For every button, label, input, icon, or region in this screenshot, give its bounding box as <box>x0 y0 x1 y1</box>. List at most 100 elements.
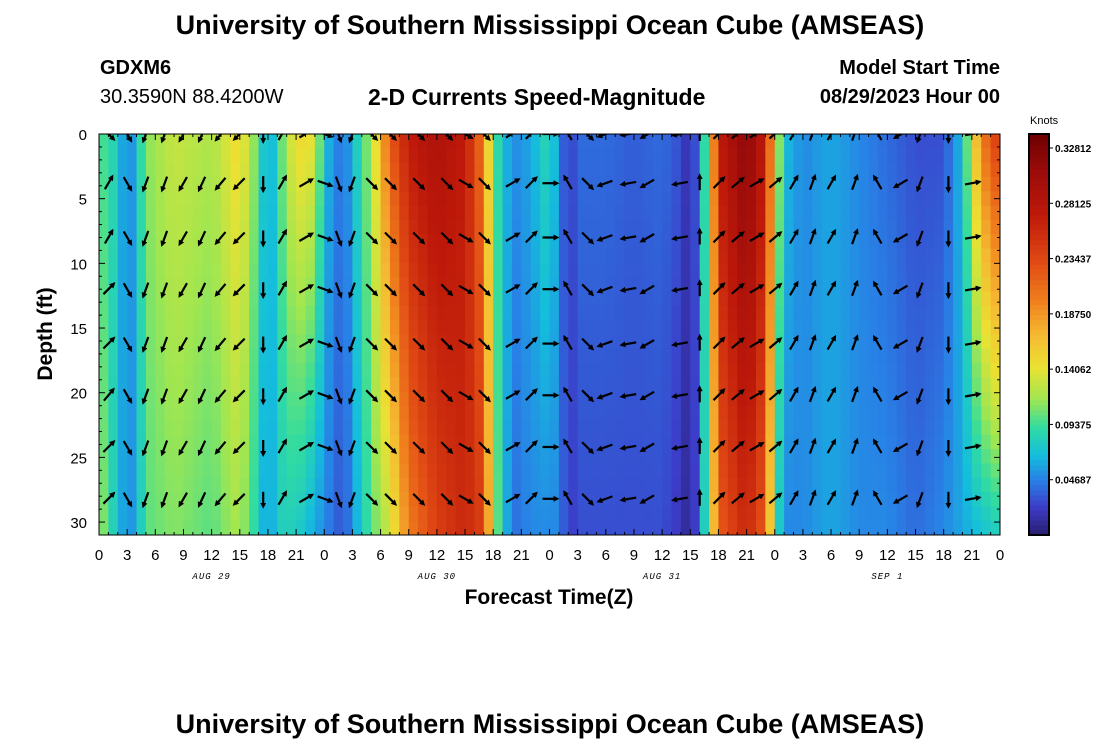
heatmap-cell <box>296 262 307 278</box>
current-arrow <box>964 285 982 292</box>
heatmap-cell <box>962 363 973 379</box>
heatmap-cell <box>906 291 917 307</box>
heatmap-cell <box>680 520 691 535</box>
heatmap-cell <box>755 176 766 192</box>
heatmap-cell <box>671 406 682 422</box>
heatmap-cell <box>127 434 138 450</box>
heatmap-cell <box>427 406 438 422</box>
heatmap-cell <box>483 277 494 293</box>
colorbar-swatch <box>1029 284 1049 290</box>
heatmap-cell <box>267 248 278 264</box>
heatmap-cell <box>333 320 344 336</box>
colorbar-swatch <box>1029 224 1049 230</box>
heatmap-cell <box>380 334 391 350</box>
heatmap-cell <box>192 434 203 450</box>
heatmap-cell <box>277 134 288 149</box>
heatmap-cell <box>418 262 429 278</box>
heatmap-cell <box>699 506 710 522</box>
heatmap-cell <box>474 363 485 379</box>
current-arrow <box>440 389 454 403</box>
heatmap-cell <box>624 463 635 479</box>
heatmap-cell <box>605 320 616 336</box>
heatmap-cell <box>493 162 504 178</box>
heatmap-cell <box>155 463 166 479</box>
heatmap-cell <box>314 363 325 379</box>
heatmap-cell <box>671 291 682 307</box>
current-arrow <box>482 134 491 142</box>
heatmap-cell <box>164 205 175 221</box>
heatmap-cell <box>99 363 109 379</box>
heatmap-cell <box>352 134 363 149</box>
heatmap-cell <box>117 248 128 264</box>
heatmap-cell <box>127 162 138 178</box>
heatmap-cell <box>380 477 391 493</box>
heatmap-cell <box>831 334 842 350</box>
heatmap-cell <box>305 477 316 493</box>
heatmap-cell <box>174 348 185 364</box>
heatmap-cell <box>652 506 663 522</box>
heatmap-cell <box>840 477 851 493</box>
heatmap-cell <box>568 134 579 149</box>
colorbar-swatch <box>1029 429 1049 436</box>
current-arrow <box>178 388 188 405</box>
heatmap-cell <box>361 148 372 164</box>
current-arrow <box>619 496 637 503</box>
heatmap-cell <box>324 477 335 493</box>
heatmap-cell <box>117 148 128 164</box>
heatmap-cell <box>258 377 269 393</box>
heatmap-cell <box>943 205 954 221</box>
heatmap-cell <box>953 277 964 293</box>
heatmap-cell <box>615 191 626 207</box>
heatmap-cell <box>577 205 588 221</box>
heatmap-cell <box>840 134 851 149</box>
heatmap-cell <box>493 406 504 422</box>
heatmap-cell <box>690 262 701 278</box>
heatmap-cell <box>690 391 701 407</box>
heatmap-cell <box>145 334 156 350</box>
station-id: GDXM6 <box>100 57 172 79</box>
heatmap-cell <box>145 520 156 535</box>
heatmap-cell <box>418 406 429 422</box>
heatmap-cell <box>924 320 935 336</box>
heatmap-cell <box>596 434 607 450</box>
current-arrow <box>563 490 573 506</box>
colorbar-tick-label: 0.23437 <box>1055 255 1092 266</box>
heatmap-cell <box>934 363 945 379</box>
heatmap-cell <box>183 305 194 321</box>
current-arrow <box>731 134 739 140</box>
heatmap-cell <box>192 348 203 364</box>
heatmap-cell <box>727 420 738 436</box>
heatmap-cell <box>859 334 870 350</box>
heatmap-cell <box>849 191 860 207</box>
heatmap-cell <box>427 219 438 235</box>
heatmap-cell <box>474 234 485 250</box>
heatmap-cell <box>727 291 738 307</box>
heatmap-cell <box>906 434 917 450</box>
current-arrow <box>197 440 207 457</box>
heatmap-cell <box>624 191 635 207</box>
heatmap-cell <box>774 162 785 178</box>
heatmap-cell <box>474 320 485 336</box>
colorbar-swatch <box>1029 269 1049 275</box>
heatmap-cell <box>568 262 579 278</box>
heatmap-cell <box>465 248 476 264</box>
current-arrow <box>619 286 637 293</box>
heatmap-cell <box>868 248 879 264</box>
heatmap-cell <box>558 305 569 321</box>
heatmap-cell <box>755 391 766 407</box>
heatmap-cell <box>465 334 476 350</box>
heatmap-cell <box>568 406 579 422</box>
x-tick-label: 12 <box>654 547 671 564</box>
current-arrow <box>277 280 288 296</box>
heatmap-cell <box>399 162 410 178</box>
heatmap-cell <box>183 377 194 393</box>
heatmap-cell <box>221 377 231 393</box>
heatmap-cell <box>624 334 635 350</box>
heatmap-cell <box>493 477 504 493</box>
heatmap-cell <box>746 305 757 321</box>
heatmap-cell <box>558 492 569 507</box>
heatmap-cell <box>99 262 109 278</box>
heatmap-cell <box>652 148 663 164</box>
heatmap-cell <box>436 248 447 264</box>
current-arrow <box>789 280 799 296</box>
